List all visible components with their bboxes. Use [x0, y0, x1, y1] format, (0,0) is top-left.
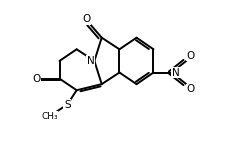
- Text: N: N: [87, 56, 94, 66]
- Text: O: O: [33, 74, 41, 84]
- Text: O: O: [186, 51, 194, 61]
- Text: CH₃: CH₃: [41, 112, 58, 121]
- Text: O: O: [186, 84, 194, 94]
- Text: O: O: [82, 14, 90, 24]
- Text: N: N: [172, 67, 179, 78]
- Text: S: S: [64, 100, 71, 110]
